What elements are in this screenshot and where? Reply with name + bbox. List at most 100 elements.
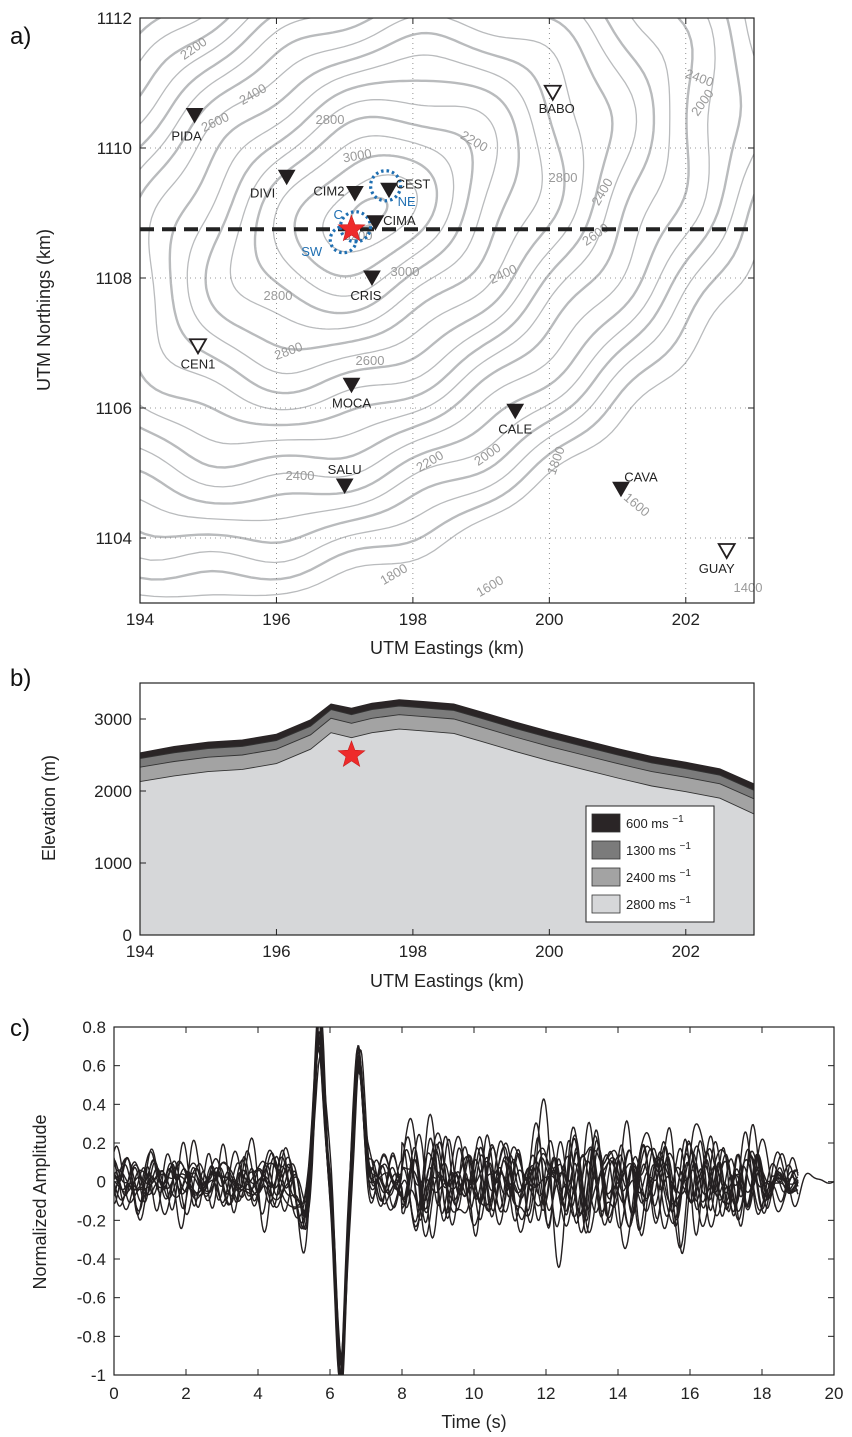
station-marker-pida (185, 108, 204, 124)
elevation-x-label: UTM Eastings (km) (370, 971, 524, 991)
legend-swatch (591, 867, 621, 887)
legend-label: 1300 ms −1 (626, 841, 691, 858)
waveform-y-tick-label: 0.6 (82, 1057, 106, 1076)
contour-line (204, 79, 520, 351)
contour-label: 2600 (356, 353, 385, 368)
map-frame (139, 17, 755, 604)
elevation-x-tick-label: 202 (672, 942, 700, 961)
map-y-tick-label: 1112 (97, 9, 132, 28)
waveform-traces (114, 1027, 834, 1375)
waveform-y-tick-label: -0.8 (77, 1327, 106, 1346)
waveform-x-tick-label: 2 (181, 1384, 190, 1403)
station-label-cima: CIMA (383, 213, 416, 228)
contour-line (322, 174, 418, 253)
contour-label: 3000 (342, 146, 373, 166)
map-x-tick-label: 200 (535, 610, 563, 629)
map-x-tick-label: 198 (399, 610, 427, 629)
station-marker-salu (335, 478, 354, 495)
source-star-section (337, 740, 366, 767)
elevation-x-tick-label: 198 (399, 942, 427, 961)
contour-label: 3000 (391, 264, 420, 279)
panel-label-c: c) (10, 1015, 30, 1042)
waveform-x-tick-label: 18 (753, 1384, 772, 1403)
waveform-trace (114, 1032, 799, 1375)
station-marker-guay (717, 543, 737, 560)
map-x-tick-label: 202 (672, 610, 700, 629)
station-marker-divi (277, 169, 296, 186)
waveform-x-tick-label: 12 (537, 1384, 556, 1403)
map-x-label: UTM Eastings (km) (370, 638, 524, 658)
source-star-section (337, 740, 366, 767)
contour-line (140, 18, 743, 545)
map-x-tick-label: 196 (262, 610, 290, 629)
velocity-legend: 600 ms −1 1300 ms −1 2400 ms −1 2800 ms −1 (585, 805, 715, 923)
waveform-y-tick-label: 0.2 (82, 1134, 106, 1153)
contour-label: 2800 (316, 112, 345, 127)
source-star-map (337, 214, 366, 242)
map-y-label: UTM Northings (km) (34, 229, 54, 391)
waveform-trace (114, 1041, 799, 1362)
waveform-x-tick-label: 8 (397, 1384, 406, 1403)
panel-label-a: a) (10, 23, 31, 50)
station-label-babo: BABO (539, 101, 575, 116)
elevation-y-tick-label: 2000 (94, 782, 132, 801)
map-y-tick-label: 1104 (95, 529, 132, 548)
contour-line (272, 135, 455, 297)
waveform-x-tick-label: 20 (825, 1384, 844, 1403)
map-y-tick-label: 1106 (95, 399, 132, 418)
elevation-y-label: Elevation (m) (39, 755, 59, 861)
legend-swatch (591, 813, 621, 833)
map-x-tick-label: 194 (126, 610, 154, 629)
waveform-trace (114, 1027, 799, 1358)
waveform-panel: 0 2 4 6 8 10 12 14 16 18 20 0.8 0.6 0.4 0.2 0 -0.2 -0.4 -0… (30, 1018, 844, 1432)
panel-label-b: b) (10, 665, 31, 692)
contour-line (140, 18, 656, 469)
stations: PIDA BABO DIVI CIM2 CEST CIMA CRIS CEN1 MOCA CALE… (171, 84, 737, 576)
waveform-x-tick-label: 0 (109, 1384, 118, 1403)
contour-line (148, 18, 585, 411)
contour-line (140, 18, 638, 445)
contour-line (140, 18, 716, 522)
waveform-x-tick-label: 16 (681, 1384, 700, 1403)
waveform-x-tick-label: 10 (465, 1384, 484, 1403)
contour-line (229, 98, 499, 330)
contour-label: 2800 (264, 288, 293, 303)
station-label-salu: SALU (328, 462, 362, 477)
source-region-c-label: C (333, 207, 342, 222)
source-region-sw-label: SW (301, 244, 323, 259)
map-y-tick-label: 1108 (95, 269, 132, 288)
elevation-x-tick-label: 200 (535, 942, 563, 961)
station-marker-cest (380, 182, 398, 199)
elevation-y-tick-label: 1000 (94, 854, 132, 873)
station-marker-cale (506, 403, 525, 420)
waveform-trace (114, 1044, 799, 1375)
contour-line (186, 54, 543, 375)
station-marker-cava (612, 481, 630, 498)
waveform-y-tick-label: -0.2 (77, 1211, 106, 1230)
contour-label: 1400 (734, 580, 763, 595)
waveform-trace (114, 1030, 799, 1375)
station-label-cris: CRIS (350, 288, 381, 303)
station-marker-cris (363, 270, 381, 287)
contour-line (140, 258, 754, 598)
station-label-cim2: CIM2 (313, 184, 344, 199)
map-panel: 2200240026002800300032002200240020002400… (34, 9, 763, 658)
station-label-cava: CAVA (624, 469, 658, 484)
contour-line (140, 192, 754, 581)
legend-swatch (591, 840, 621, 860)
contour-line (253, 115, 474, 315)
contour-line (140, 18, 614, 427)
contour-line (140, 18, 694, 505)
legend-label: 2400 ms −1 (626, 868, 691, 885)
waveform-x-tick-label: 14 (609, 1384, 628, 1403)
waveform-trace (114, 1027, 799, 1375)
elevation-axes: 194 196 198 200 202 0 1000 2000 3000 (94, 710, 700, 961)
waveform-x-label: Time (s) (441, 1412, 506, 1432)
station-label-divi: DIVI (250, 185, 275, 200)
waveform-y-label: Normalized Amplitude (30, 1114, 50, 1289)
waveform-y-tick-label: 0 (97, 1173, 106, 1192)
station-label-cest: CEST (396, 176, 431, 191)
legend-swatch (591, 894, 621, 914)
contour-label: 2800 (549, 170, 578, 185)
